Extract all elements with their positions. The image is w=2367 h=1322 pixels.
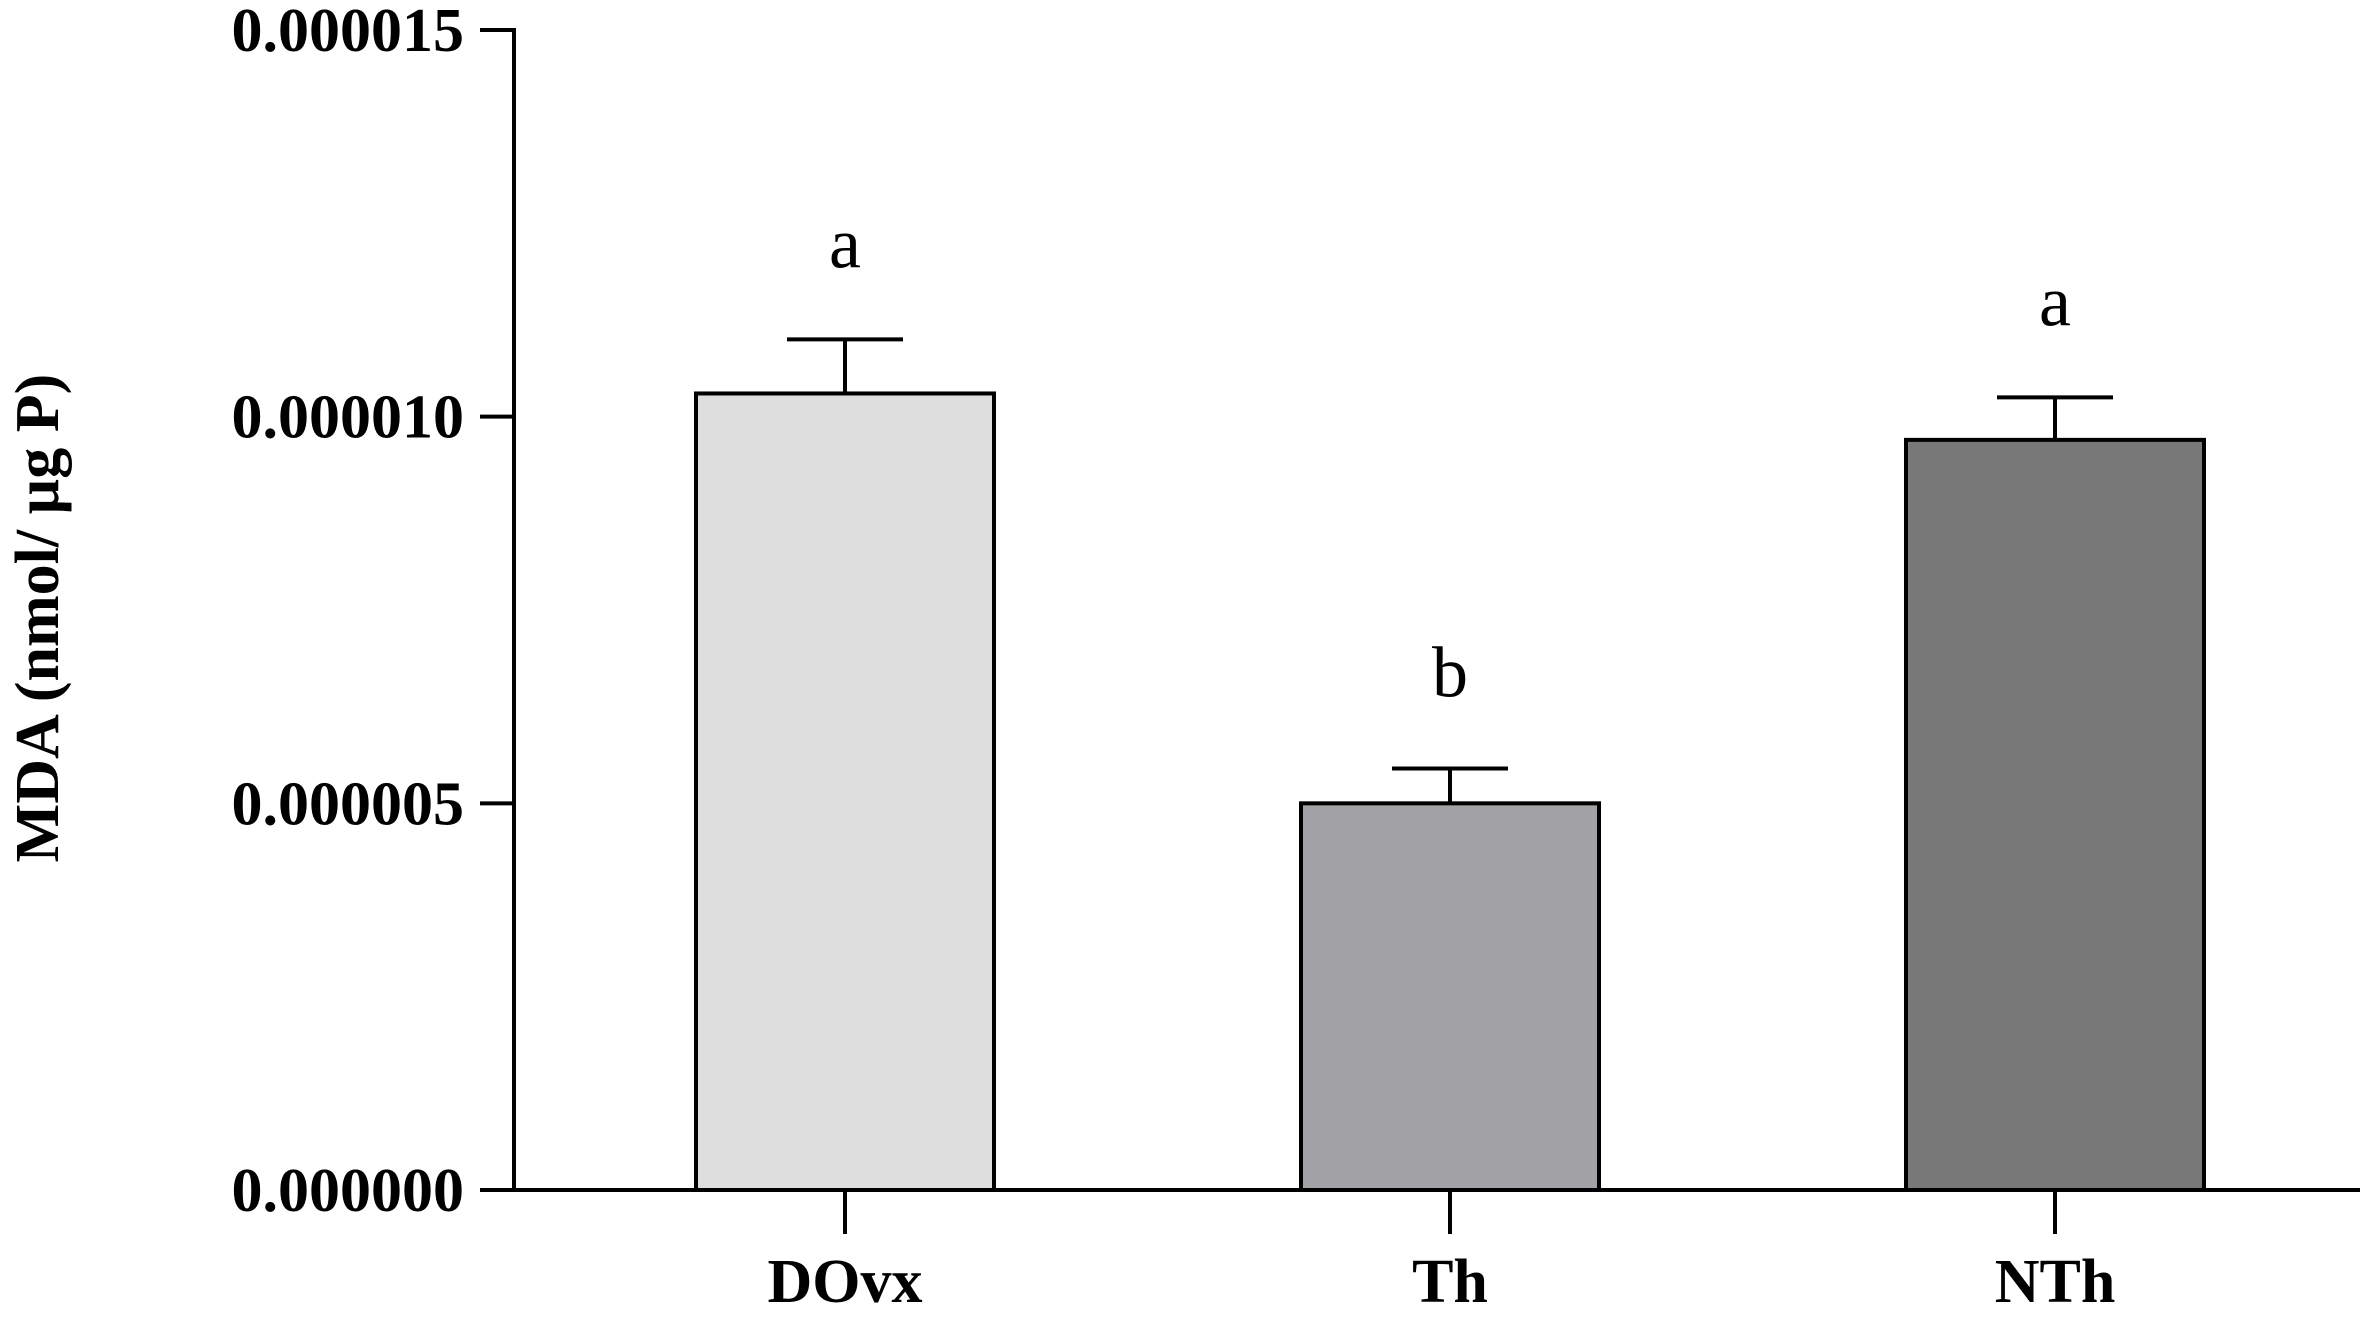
significance-label: a [2039, 261, 2071, 341]
bar-nth [1904, 437, 2206, 1193]
significance-label: a [829, 203, 861, 283]
significance-label: b [1432, 633, 1468, 713]
y-tick-label: 0.000005 [232, 770, 465, 838]
y-axis-label: MDA (nmol/ µg P) [4, 374, 72, 863]
error-bars-layer [787, 337, 2113, 804]
x-tick-label: NTh [1995, 1248, 2116, 1316]
bar-dovx [694, 391, 996, 1192]
y-tick-label: 0.000000 [232, 1157, 465, 1225]
bar-th [1299, 801, 1601, 1192]
x-tick-label: DOvx [768, 1248, 923, 1316]
y-tick-label: 0.000015 [232, 0, 465, 65]
y-tick-label: 0.000010 [232, 384, 465, 452]
labels-layer: a DOvx b Th a NTh 0.000000 0.000005 0.000010 0.00… [4, 0, 2115, 1316]
x-tick-label: Th [1412, 1248, 1488, 1316]
axes-layer [480, 28, 2360, 1234]
